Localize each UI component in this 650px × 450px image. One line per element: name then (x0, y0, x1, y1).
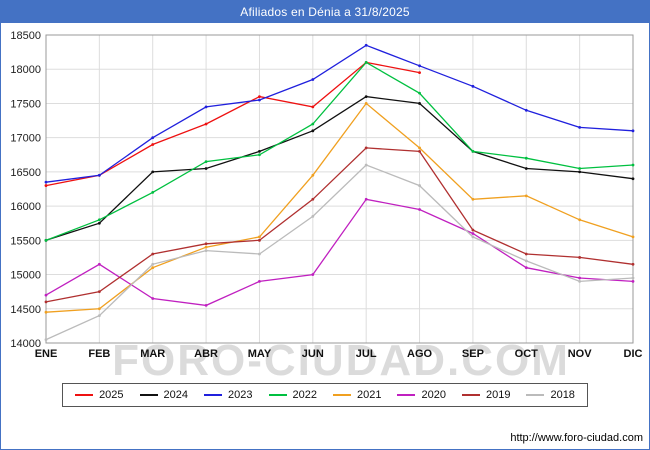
chart-series (44, 43, 635, 341)
legend-label: 2023 (228, 389, 253, 401)
legend-item-2021: 2021 (333, 389, 381, 401)
legend-label: 2022 (292, 389, 317, 401)
page-title: Afiliados en Dénia a 31/8/2025 (240, 5, 410, 19)
series-line-2019 (45, 147, 634, 303)
series-line-2023 (45, 44, 634, 183)
legend-item-2022: 2022 (268, 389, 317, 401)
x-tick-label: NOV (568, 348, 593, 360)
y-tick-label: 17000 (10, 133, 41, 145)
y-tick-label: 15500 (10, 235, 41, 247)
legend-swatch-2020 (397, 394, 416, 396)
x-tick-label: ABR (194, 348, 218, 360)
chart-grid (45, 34, 634, 344)
y-tick-label: 18500 (10, 30, 41, 42)
x-tick-label: MAY (248, 348, 272, 360)
x-tick-label: JUN (302, 348, 324, 360)
legend-swatch-2018 (526, 394, 545, 396)
legend-label: 2018 (550, 389, 575, 401)
legend-label: 2021 (357, 389, 382, 401)
legend-item-2020: 2020 (397, 389, 446, 401)
legend-label: 2019 (485, 389, 511, 401)
y-tick-label: 18000 (10, 64, 41, 76)
watermark-text: FORO-CIUDAD.COM (112, 336, 570, 381)
legend-item-2025: 2025 (75, 389, 124, 401)
x-tick-label: SEP (462, 348, 484, 360)
plot-border (45, 34, 634, 344)
line-chart: FORO-CIUDAD.COM 14000 14500 15000 15500 1600… (10, 30, 642, 381)
series-line-2024 (45, 95, 634, 241)
legend-item-2023: 2023 (204, 389, 253, 401)
x-tick-label: FEB (88, 348, 110, 360)
legend-swatch-2024 (139, 394, 158, 396)
x-tick-label: DIC (624, 348, 643, 360)
series-line-2025 (45, 61, 420, 187)
y-tick-label: 16500 (10, 167, 41, 179)
legend-item-2024: 2024 (139, 389, 189, 401)
chart-legend: 2025 2024 2023 2022 2021 2020 2019 2018 (62, 383, 588, 407)
x-tick-label: JUL (356, 348, 377, 360)
y-tick-label: 14500 (10, 304, 41, 316)
y-tick-label: 16000 (10, 201, 41, 213)
footer-url-link[interactable]: http://www.foro-ciudad.com (510, 432, 643, 444)
legend-item-2019: 2019 (461, 389, 511, 401)
legend-label: 2020 (421, 389, 446, 401)
x-tick-label: ENE (35, 348, 58, 360)
chart-title-bar: Afiliados en Dénia a 31/8/2025 (1, 1, 649, 23)
series-line-2018 (45, 164, 634, 341)
legend-item-2018: 2018 (526, 389, 575, 401)
series-line-2020 (45, 198, 634, 307)
legend-swatch-2019 (461, 394, 480, 396)
chart-axes: 14000 14500 15000 15500 16000 16500 17000 17500… (10, 30, 642, 360)
legend-label: 2024 (163, 389, 189, 401)
legend-swatch-2022 (268, 394, 287, 396)
legend-swatch-2021 (333, 394, 351, 396)
x-tick-label: OCT (515, 348, 539, 360)
x-tick-label: AGO (407, 348, 433, 360)
series-line-2021 (45, 102, 634, 313)
y-tick-label: 15000 (10, 270, 41, 282)
y-tick-label: 17500 (10, 98, 41, 110)
legend-swatch-2023 (204, 394, 223, 396)
legend-swatch-2025 (75, 394, 94, 396)
legend-label: 2025 (99, 389, 124, 401)
x-tick-label: MAR (140, 348, 165, 360)
series-line-2022 (45, 61, 634, 241)
y-tick-label: 14000 (10, 338, 41, 350)
